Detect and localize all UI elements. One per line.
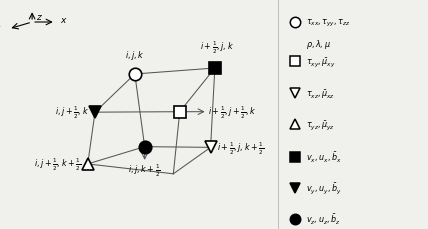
Text: $x$: $x$ — [60, 16, 68, 25]
Text: $v_y, u_y, \bar{b}_y$: $v_y, u_y, \bar{b}_y$ — [306, 180, 342, 195]
Text: $\tau_{xy}, \bar{\mu}_{xy}$: $\tau_{xy}, \bar{\mu}_{xy}$ — [306, 55, 336, 68]
Text: $\tau_{xx}, \tau_{yy}, \tau_{zz}$: $\tau_{xx}, \tau_{yy}, \tau_{zz}$ — [306, 17, 351, 28]
Text: $i+\frac{1}{2},j,k+\frac{1}{2}$: $i+\frac{1}{2},j,k+\frac{1}{2}$ — [217, 140, 264, 156]
Text: $i,j,k$: $i,j,k$ — [125, 49, 145, 62]
Text: $i,j+\frac{1}{2},k+\frac{1}{2}$: $i,j+\frac{1}{2},k+\frac{1}{2}$ — [34, 156, 81, 172]
Text: $y$: $y$ — [0, 24, 2, 35]
Text: $i,j+\frac{1}{2},k$: $i,j+\frac{1}{2},k$ — [55, 105, 89, 121]
Text: $\tau_{xz}, \bar{\mu}_{xz}$: $\tau_{xz}, \bar{\mu}_{xz}$ — [306, 87, 335, 100]
Text: $i+\frac{1}{2},j+\frac{1}{2},k$: $i+\frac{1}{2},j+\frac{1}{2},k$ — [208, 104, 256, 120]
Text: $z$: $z$ — [36, 13, 42, 22]
Text: $i,j,k+\frac{1}{2}$: $i,j,k+\frac{1}{2}$ — [128, 162, 161, 178]
Text: $\rho, \lambda, \mu$: $\rho, \lambda, \mu$ — [306, 38, 331, 51]
Text: $i+\frac{1}{2},j,k$: $i+\frac{1}{2},j,k$ — [200, 40, 234, 56]
Text: $\tau_{yz}, \bar{\mu}_{yz}$: $\tau_{yz}, \bar{\mu}_{yz}$ — [306, 118, 335, 131]
Text: $v_z, u_z, \bar{b}_z$: $v_z, u_z, \bar{b}_z$ — [306, 212, 341, 226]
Text: $v_x, u_x, \bar{b}_x$: $v_x, u_x, \bar{b}_x$ — [306, 150, 342, 164]
